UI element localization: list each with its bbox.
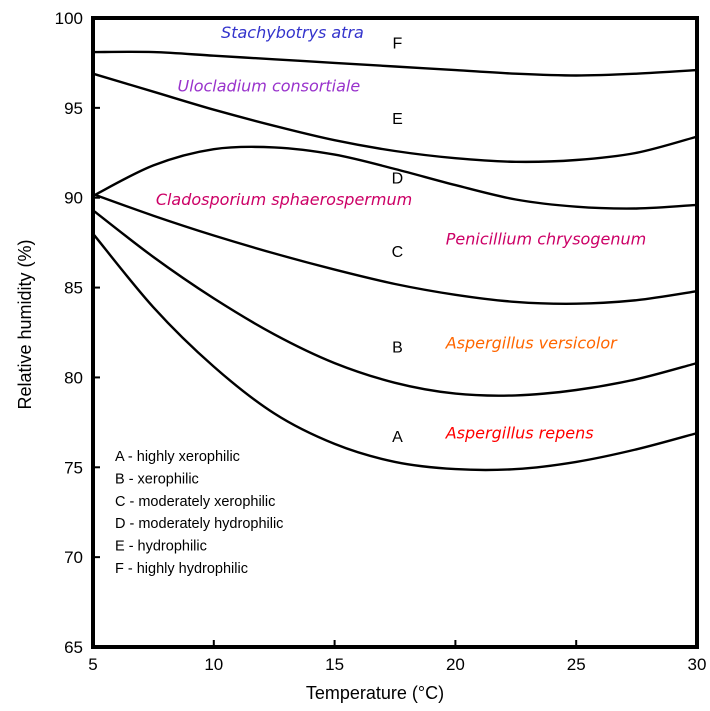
x-tick-label: 5	[88, 655, 97, 674]
curves-group	[92, 50, 698, 472]
y-tick-label: 90	[64, 189, 83, 208]
species-annotation: Cladosporium sphaerospermum	[156, 190, 412, 209]
species-annotation: Aspergillus versicolor	[445, 334, 618, 353]
series-line-e	[92, 72, 698, 164]
legend-entry: E - hydrophilic	[115, 539, 207, 555]
series-line-b	[92, 209, 698, 397]
curve-letter-f: F	[393, 36, 403, 53]
species-annotation: Penicillium chrysogenum	[446, 229, 646, 248]
curve-letter-a: A	[392, 429, 403, 446]
plot-frame	[91, 16, 699, 649]
series-line-c	[92, 192, 698, 305]
legend-entry: A - highly xerophilic	[115, 449, 240, 465]
x-axis-label: Temperature (°C)	[306, 683, 444, 703]
curve-letter-d: D	[392, 170, 404, 187]
series-line-a	[92, 232, 698, 472]
series-line-d	[92, 145, 698, 210]
x-tick-label: 10	[204, 655, 223, 674]
y-tick-label: 80	[64, 368, 83, 387]
y-tick-label: 75	[64, 458, 83, 477]
x-tick-label: 30	[688, 655, 707, 674]
legend-entry: C - moderately xerophilic	[115, 494, 275, 510]
species-annotation: Aspergillus repens	[445, 424, 594, 443]
series-line-f	[92, 50, 698, 77]
species-annotation: Ulocladium consortiale	[178, 77, 361, 96]
species-annotation: Stachybotrys atra	[221, 23, 364, 42]
x-tick-label: 20	[446, 655, 465, 674]
legend-entry: B - xerophilic	[115, 471, 199, 487]
curve-letter-e: E	[392, 111, 403, 128]
y-tick-label: 70	[64, 548, 83, 567]
legend-entry: D - moderately hydrophilic	[115, 516, 283, 532]
y-tick-label: 100	[55, 9, 83, 28]
y-axis-label: Relative humidity (%)	[15, 239, 35, 409]
y-tick-label: 95	[64, 99, 83, 118]
legend: A - highly xerophilic B - xerophilic C - m…	[115, 449, 283, 577]
x-tick-label: 15	[325, 655, 344, 674]
curve-letter-b: B	[392, 339, 403, 356]
legend-entry: F - highly hydrophilic	[115, 561, 248, 577]
axes-group: 65 70 75 80 85 90 95 100 5 10 15 20 25 30	[55, 9, 707, 674]
x-tick-label: 25	[567, 655, 586, 674]
y-tick-label: 65	[64, 638, 83, 657]
labels-group: F E D C B A Stachybotrys atra Ulocladium consor…	[156, 23, 646, 446]
y-tick-label: 85	[64, 279, 83, 298]
curve-letter-c: C	[392, 244, 404, 261]
